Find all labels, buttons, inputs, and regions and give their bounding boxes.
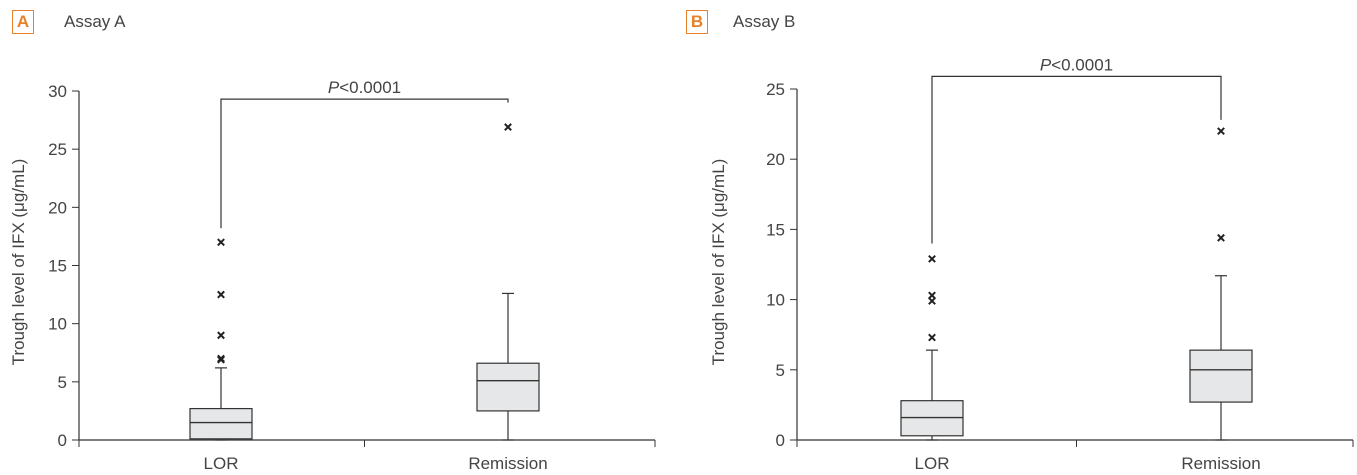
y-tick-label: 5 — [58, 373, 67, 392]
x-category-label: Remission — [1181, 454, 1260, 473]
boxplot-chart-b: 0 5 10 15 20 25 Trough level of IFX (μg/mL) LOR… — [709, 55, 1354, 473]
y-tick-label: 30 — [48, 82, 67, 101]
box-iqr — [900, 400, 964, 437]
y-tick-label: 20 — [766, 150, 785, 169]
outlier-point — [217, 290, 225, 299]
p-value-label: P<0.0001 — [328, 78, 401, 97]
y-tick-label: 25 — [48, 140, 67, 159]
box-iqr — [1189, 349, 1253, 403]
y-axis-label: Trough level of IFX (μg/mL) — [9, 159, 28, 366]
outlier-point — [1217, 127, 1225, 136]
y-tick-label: 15 — [48, 257, 67, 276]
y-tick-label: 5 — [776, 361, 785, 380]
panel-a: A Assay A 0 5 10 15 20 25 30 Trough level of IF… — [9, 10, 656, 473]
panel-b: B Assay B 0 5 10 15 20 25 Trough level of IFX … — [680, 0, 1357, 475]
box-iqr — [476, 362, 540, 412]
y-tick-label: 15 — [766, 220, 785, 239]
outlier-point — [504, 123, 512, 131]
p-value-label: P<0.0001 — [1040, 55, 1113, 74]
y-tick-label: 0 — [776, 431, 785, 450]
y-tick-label: 0 — [58, 431, 67, 450]
outlier-point — [217, 331, 225, 340]
panel-title-a: Assay A — [64, 12, 126, 31]
y-tick-label: 10 — [766, 291, 785, 310]
panel-badge-b: B — [686, 10, 708, 34]
x-category-label: Remission — [468, 454, 547, 473]
outlier-point — [217, 238, 225, 247]
y-tick-label: 25 — [766, 80, 785, 99]
panel-badge-a: A — [12, 10, 34, 34]
boxplot-chart-a: 0 5 10 15 20 25 30 Trough level of IFX (μg/mL) L… — [9, 78, 656, 473]
outlier-point — [928, 291, 936, 300]
x-category-label: LOR — [915, 454, 950, 473]
outlier-point — [928, 333, 936, 342]
outlier-point — [1217, 233, 1225, 242]
x-category-label: LOR — [204, 454, 239, 473]
y-axis-label: Trough level of IFX (μg/mL) — [709, 159, 728, 366]
outlier-point — [928, 254, 936, 263]
y-tick-label: 20 — [48, 198, 67, 217]
box-iqr — [189, 407, 253, 440]
outlier-point — [217, 354, 225, 363]
panel-title-b: Assay B — [733, 12, 796, 31]
significance-bracket — [220, 98, 509, 229]
significance-bracket — [931, 75, 1222, 244]
y-tick-label: 10 — [48, 315, 67, 334]
